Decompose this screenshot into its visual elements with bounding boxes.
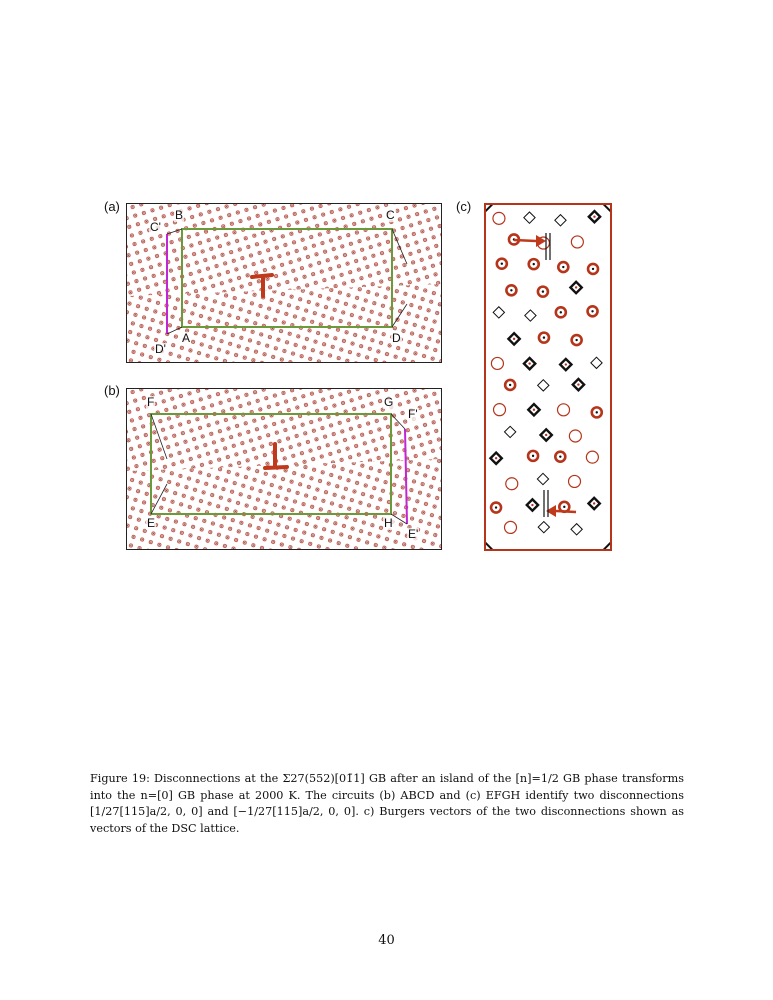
panel-b-tag: (b) [104, 383, 120, 398]
circuit-abcd [181, 228, 393, 328]
point-d: D [391, 331, 402, 345]
point-c-prime: C' [149, 220, 162, 234]
circuit-efgh [150, 413, 392, 515]
figure-caption: Figure 19: Disconnections at the Σ27(552… [90, 772, 684, 835]
point-g: G [383, 395, 395, 409]
closure-failure-b [404, 428, 408, 525]
panel-c-dsc-lattice [484, 203, 612, 551]
point-f: F [146, 395, 156, 409]
point-b: B [174, 208, 185, 222]
panel-b-atomistic-image: F G F' E H E' [126, 388, 442, 550]
point-h: H [383, 516, 394, 530]
point-d-prime: D' [154, 342, 167, 356]
disconnection-symbol-a [250, 273, 274, 298]
point-e-prime: E' [407, 527, 420, 541]
panel-a-tag: (a) [104, 199, 120, 214]
panel-c-tag: (c) [456, 199, 472, 214]
page-number: 40 [378, 933, 395, 948]
point-f-prime: F' [407, 407, 419, 421]
point-a: A [181, 331, 192, 345]
burgers-vector-2 [543, 490, 577, 517]
burgers-vector-1 [513, 233, 551, 260]
panel-a-atomistic-image: B C C' A D D' [126, 203, 442, 363]
panel-a-lattice [127, 204, 441, 362]
panel-b-lattice [127, 389, 441, 549]
dsc-lattice-diagram [486, 205, 610, 549]
point-e: E [146, 516, 157, 530]
point-c: C [385, 208, 396, 222]
disconnection-symbol-b [263, 442, 289, 470]
